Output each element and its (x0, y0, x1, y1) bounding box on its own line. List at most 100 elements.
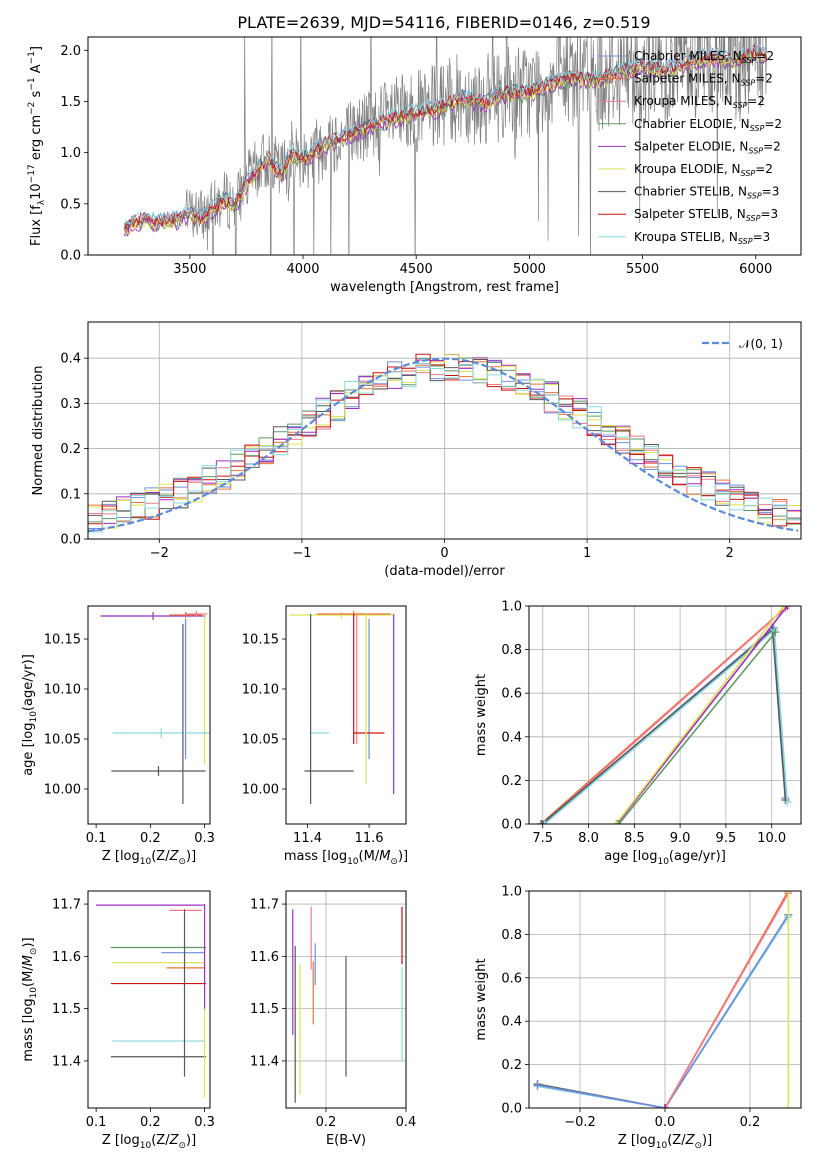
y-axis-label: Normed distribution (31, 366, 46, 496)
x-tick-label: −0.2 (564, 1115, 596, 1130)
weight-marker (614, 820, 623, 824)
age-vs-mass-panel: 11.4 11.6 10.00 10.05 10.10 10.15 mass [log10(… (242, 605, 408, 867)
y-axis-label: mass weight (474, 674, 489, 756)
normal-curve (88, 357, 799, 533)
weight-marker (783, 798, 792, 807)
x-tick-label: 0.1 (86, 1115, 107, 1130)
y-tick-label: 11.7 (52, 898, 81, 913)
plot-area (96, 904, 207, 1098)
y-tick-label: 10.05 (44, 733, 81, 748)
y-tick-label: 0.0 (60, 249, 81, 264)
y-tick-label: 0.2 (501, 1058, 522, 1073)
weight-marker (612, 820, 621, 824)
x-axis-label: Z [log10(Z/Z⊙)] (618, 1133, 712, 1151)
weight-marker (612, 820, 621, 824)
mass-vs-metallicity-panel: 0.1 0.2 0.3 11.4 11.5 11.6 11.7 Z [log10(Z/Z⊙)]… (21, 890, 215, 1151)
weight-line (664, 892, 789, 1108)
weight-marker (533, 1081, 542, 1090)
y-tick-label: 11.4 (250, 1054, 279, 1069)
x-tick-label: 5000 (513, 262, 546, 277)
x-axis-label: age [log10(age/yr)] (604, 849, 726, 867)
legend-label: Salpeter ELODIE, NSSP=2 (634, 139, 781, 155)
y-tick-label: 0.0 (501, 1102, 522, 1117)
y-tick-label: 10.15 (44, 633, 81, 648)
x-tick-label: 9.0 (670, 831, 691, 846)
plot-area (123, 37, 768, 255)
massweight-vs-age-panel: 7.5 8.0 8.5 9.0 9.5 10.0 0.0 0.2 0.4 0.6 0.8 1.0 age… (474, 600, 802, 867)
weight-marker (771, 628, 780, 637)
x-tick-label: 4000 (286, 262, 319, 277)
y-tick-label: 0.6 (501, 971, 522, 986)
x-tick-label: 0.2 (740, 1115, 761, 1130)
axes-frame (285, 890, 407, 1109)
mass-vs-ebv-panel: 0.2 0.4 11.4 11.5 11.6 11.7 E(B-V) (250, 890, 417, 1148)
spectrum-panel: 3500 4000 4500 5000 5500 6000 0.0 0.5 1.0 1.5 2.0 C… (27, 36, 802, 295)
y-tick-label: 1.0 (60, 146, 81, 161)
residuals-panel: −2 −1 0 1 2 0.0 0.1 0.2 0.3 0.4 𝒩(0, 1) (data-model… (31, 321, 802, 579)
plot-area (289, 611, 395, 804)
x-tick-label: −1 (292, 546, 311, 561)
x-axis-label: mass [log10(M/M⊙)] (284, 849, 408, 867)
x-tick-label: 0.2 (140, 831, 161, 846)
legend-label: Kroupa ELODIE, NSSP=2 (634, 162, 773, 178)
y-axis-label: Flux [fλ10−17 erg cm−2 s−1 A−1] (27, 46, 47, 246)
weight-marker (779, 606, 788, 610)
x-axis-label: Z [log10(Z/Z⊙)] (102, 849, 196, 867)
y-tick-label: 10.15 (242, 633, 279, 648)
y-tick-label: 0.4 (501, 1015, 522, 1030)
axes-frame (285, 605, 407, 825)
plot-area (292, 906, 403, 1103)
plot-area (100, 611, 210, 804)
y-tick-label: 11.5 (250, 1002, 279, 1017)
y-tick-label: 0.3 (60, 397, 81, 412)
y-tick-label: 11.7 (250, 898, 279, 913)
weight-line (618, 631, 777, 824)
y-tick-label: 11.6 (250, 950, 279, 965)
weight-line (616, 606, 788, 824)
x-tick-label: 0 (440, 546, 448, 561)
y-tick-label: 0.8 (501, 928, 522, 943)
y-tick-label: 1.0 (501, 885, 522, 900)
legend-label: 𝒩(0, 1) (739, 337, 783, 351)
legend-label: Chabrier ELODIE, NSSP=2 (634, 117, 782, 133)
y-tick-label: 10.00 (44, 783, 81, 798)
legend-label: Salpeter MILES, NSSP=2 (634, 72, 773, 88)
y-axis-label: mass weight (474, 958, 489, 1040)
weight-marker (784, 1104, 793, 1108)
x-tick-label: 0.2 (316, 1115, 337, 1130)
x-tick-label: 5500 (626, 262, 659, 277)
axes-frame (87, 36, 802, 256)
y-tick-label: 11.6 (52, 950, 81, 965)
y-tick-label: 2.0 (60, 44, 81, 59)
y-tick-label: 0.4 (501, 730, 522, 745)
x-tick-label: 8.0 (578, 831, 599, 846)
histogram-kroupa-stelib (88, 363, 801, 533)
y-tick-label: 1.0 (501, 600, 522, 615)
y-tick-label: 11.4 (52, 1054, 81, 1069)
model-line-kroupa-stelib (123, 43, 768, 227)
x-tick-label: 3500 (173, 262, 206, 277)
legend-label: Chabrier MILES, NSSP=2 (634, 49, 774, 65)
weight-marker (537, 820, 546, 824)
weight-marker (661, 1104, 669, 1108)
legend-label: Salpeter STELIB, NSSP=3 (634, 207, 778, 223)
axes-frame (528, 605, 802, 825)
x-tick-label: 0.4 (396, 1115, 417, 1130)
y-tick-label: 10.10 (44, 683, 81, 698)
legend-label: Chabrier STELIB, NSSP=3 (634, 185, 779, 201)
x-axis-label: E(B-V) (326, 1133, 366, 1148)
y-tick-label: 0.4 (60, 352, 81, 367)
x-tick-label: 11.4 (293, 831, 322, 846)
x-tick-label: 6000 (739, 262, 772, 277)
massweight-vs-metallicity-panel: −0.2 0.0 0.2 0.0 0.2 0.4 0.6 0.8 1.0 Z [log10(Z/Z… (474, 885, 802, 1151)
x-tick-label: 7.5 (532, 831, 553, 846)
x-axis-label: wavelength [Angstrom, rest frame] (330, 280, 559, 295)
axes-frame (87, 321, 802, 540)
plot-area (88, 353, 801, 533)
x-tick-label: 8.5 (624, 831, 645, 846)
x-tick-label: −2 (150, 546, 169, 561)
weight-marker (538, 820, 547, 824)
x-tick-label: 1 (583, 546, 591, 561)
x-tick-label: 0.3 (194, 1115, 215, 1130)
